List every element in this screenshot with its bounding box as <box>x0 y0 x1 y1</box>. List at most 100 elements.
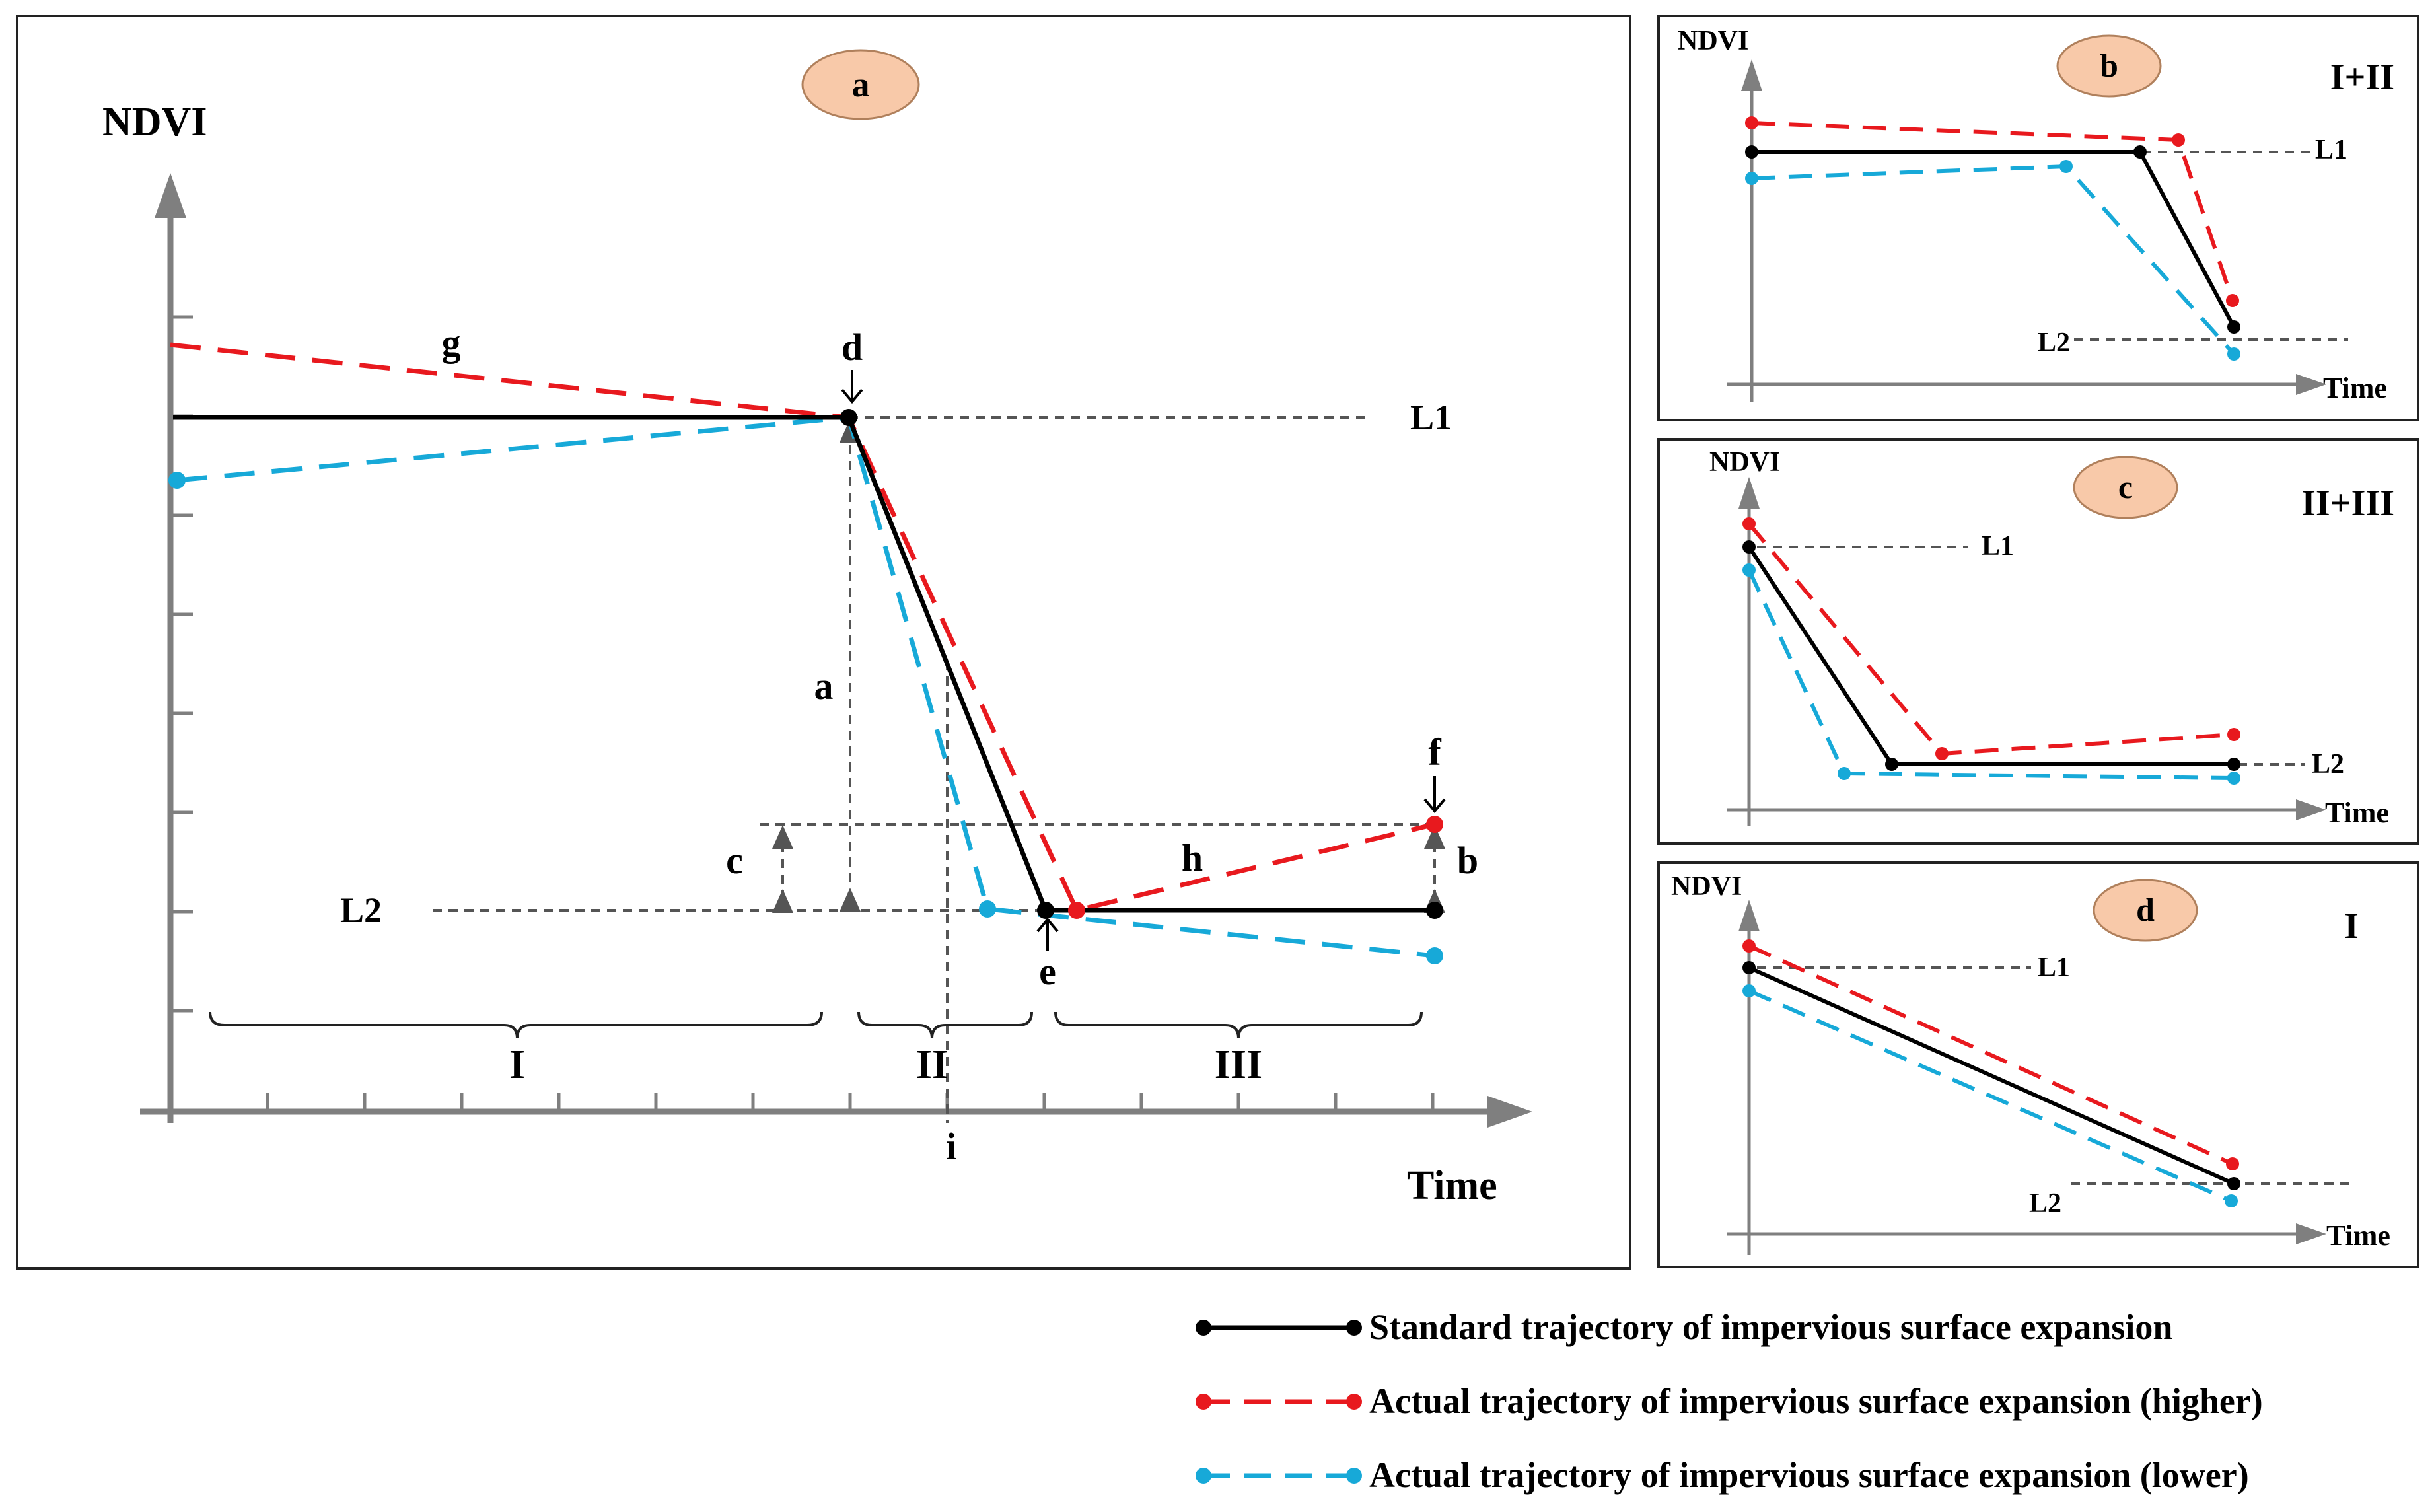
panel-c-l2-label: L2 <box>2312 749 2344 779</box>
panel-d-lower-point <box>2225 1194 2238 1207</box>
stage-label-2: II <box>916 1042 948 1087</box>
stage-label-1: I <box>509 1042 525 1087</box>
panel-a-standard-point <box>1426 902 1443 919</box>
panel-a-stage-braces <box>209 1011 1423 1039</box>
panel-a-standard-point <box>1037 902 1054 919</box>
panel-c-lower-trajectory <box>1747 569 2235 780</box>
panel-c-higher-point <box>1935 747 1949 760</box>
gap-b-label: b <box>1457 839 1478 882</box>
panel-b-standard-point <box>1745 145 1758 159</box>
panel-c-higher-point <box>2227 728 2240 741</box>
panel-b-standard-trajectory <box>1752 150 2236 328</box>
panel-b-higher-point <box>2226 294 2239 307</box>
panel-d-badge-label: d <box>2136 891 2155 928</box>
panel-d-lower-trajectory <box>1748 989 2233 1203</box>
legend-standard-point-end <box>1346 1320 1362 1336</box>
panel-a-higher-point <box>1068 902 1085 919</box>
marker-f-arrow <box>1423 776 1446 814</box>
panel-a-trajectories <box>168 342 1443 964</box>
panel-b-l2-label: L2 <box>2038 328 2070 358</box>
legend: Standard trajectory of impervious surfac… <box>1196 1307 2263 1495</box>
panel-b-badge <box>2056 34 2162 98</box>
panel-a-higher-trajectory <box>170 342 1435 914</box>
panel-c-axes <box>1727 477 2326 826</box>
panel-c-standard-point <box>2227 758 2240 771</box>
panel-d-lower-point <box>1742 984 1756 997</box>
panel-a: a NDVI Time <box>16 15 1631 1270</box>
panel-b: b I+II NDVI Time L1 L2 <box>1657 15 2419 421</box>
panel-a-axes <box>140 173 1532 1128</box>
marker-g: g <box>442 321 461 364</box>
panel-c-lower-point <box>2227 772 2240 785</box>
marker-d-arrow <box>841 370 863 404</box>
panel-d-axes <box>1727 900 2326 1255</box>
panel-d-l1-label: L1 <box>2038 953 2070 983</box>
panel-a-lower-point <box>1426 947 1443 964</box>
panel-b-lower-point <box>2227 347 2240 361</box>
panel-c-badge-label: c <box>2118 468 2133 505</box>
panel-d-higher-trajectory <box>1748 944 2234 1166</box>
legend-label-lower: Actual trajectory of impervious surface … <box>1369 1455 2249 1495</box>
marker-f: f <box>1428 731 1441 774</box>
marker-h: h <box>1182 836 1203 879</box>
panel-a-l1-label: L1 <box>1410 398 1452 437</box>
panel-a-x-axis-label: Time <box>1407 1163 1497 1208</box>
legend-label-higher: Actual trajectory of impervious surface … <box>1369 1381 2263 1421</box>
gap-a-label: a <box>814 665 834 707</box>
panel-a-l2-label: L2 <box>340 890 382 930</box>
panel-b-lower-point <box>2059 160 2073 173</box>
panel-c-standard-trajectory <box>1747 546 2234 766</box>
panel-b-frame <box>1657 15 2419 421</box>
legend-lower-point-end <box>1346 1468 1362 1484</box>
gap-c-label: c <box>726 839 743 882</box>
panel-b-higher-point <box>2172 133 2185 147</box>
panel-d-standard-point <box>1742 961 1756 974</box>
marker-e: e <box>1039 950 1056 993</box>
panel-a-badge-label: a <box>852 65 870 104</box>
legend-item-lower: Actual trajectory of impervious surface … <box>1196 1455 2249 1495</box>
panel-b-case-label: I+II <box>2330 57 2394 98</box>
panel-c-standard-point <box>1885 758 1898 771</box>
panel-a-lower-point <box>168 472 186 489</box>
stage-label-3: III <box>1215 1042 1262 1087</box>
panel-c-case-label: II+III <box>2301 483 2394 524</box>
panel-d-standard-trajectory <box>1748 966 2235 1186</box>
marker-i: i <box>946 1125 956 1168</box>
panel-d: d I NDVI Time L1 L2 <box>1657 861 2419 1268</box>
panel-c-badge <box>2073 456 2178 519</box>
panel-d-higher-point <box>2226 1157 2239 1170</box>
panel-b-lower-point <box>1745 172 1758 185</box>
panel-c-frame <box>1657 438 2419 845</box>
legend-label-standard: Standard trajectory of impervious surfac… <box>1369 1307 2172 1347</box>
legend-item-standard: Standard trajectory of impervious surfac… <box>1196 1307 2172 1347</box>
panel-c-y-axis-label: NDVI <box>1709 447 1780 478</box>
panel-a-badge: a <box>801 49 920 120</box>
panel-b-x-axis-label: Time <box>2323 372 2387 404</box>
panel-d-y-axis-label: NDVI <box>1671 871 1742 902</box>
panel-c-l1-label: L1 <box>1982 531 2014 561</box>
panel-a-y-ticks <box>170 315 193 1013</box>
panel-d-l2-label: L2 <box>2029 1188 2061 1219</box>
panel-a-frame <box>16 15 1631 1270</box>
panel-d-x-axis-label: Time <box>2326 1219 2390 1252</box>
panel-c-standard-point <box>1742 540 1756 554</box>
legend-item-higher: Actual trajectory of impervious surface … <box>1196 1381 2263 1421</box>
legend-higher-point-start <box>1196 1394 1211 1410</box>
panel-b-axes <box>1727 59 2326 402</box>
panel-a-y-axis-label: NDVI <box>102 100 207 145</box>
marker-e-arrow <box>1036 917 1059 951</box>
panel-b-standard-point <box>2133 145 2147 159</box>
panel-c-lower-point <box>1838 767 1851 780</box>
panel-c: c II+III NDVI Time L1 L2 <box>1657 438 2419 845</box>
legend-higher-point-end <box>1346 1394 1362 1410</box>
panel-a-lower-point <box>979 900 996 918</box>
panel-b-y-axis-label: NDVI <box>1678 26 1748 56</box>
panel-c-higher-point <box>1742 517 1756 530</box>
marker-d: d <box>841 326 863 369</box>
panel-b-higher-point <box>1745 116 1758 129</box>
legend-lower-point-start <box>1196 1468 1211 1484</box>
panel-c-x-axis-label: Time <box>2325 797 2389 829</box>
panel-a-lower-trajectory <box>176 415 1435 958</box>
panel-a-standard-point <box>840 409 857 426</box>
